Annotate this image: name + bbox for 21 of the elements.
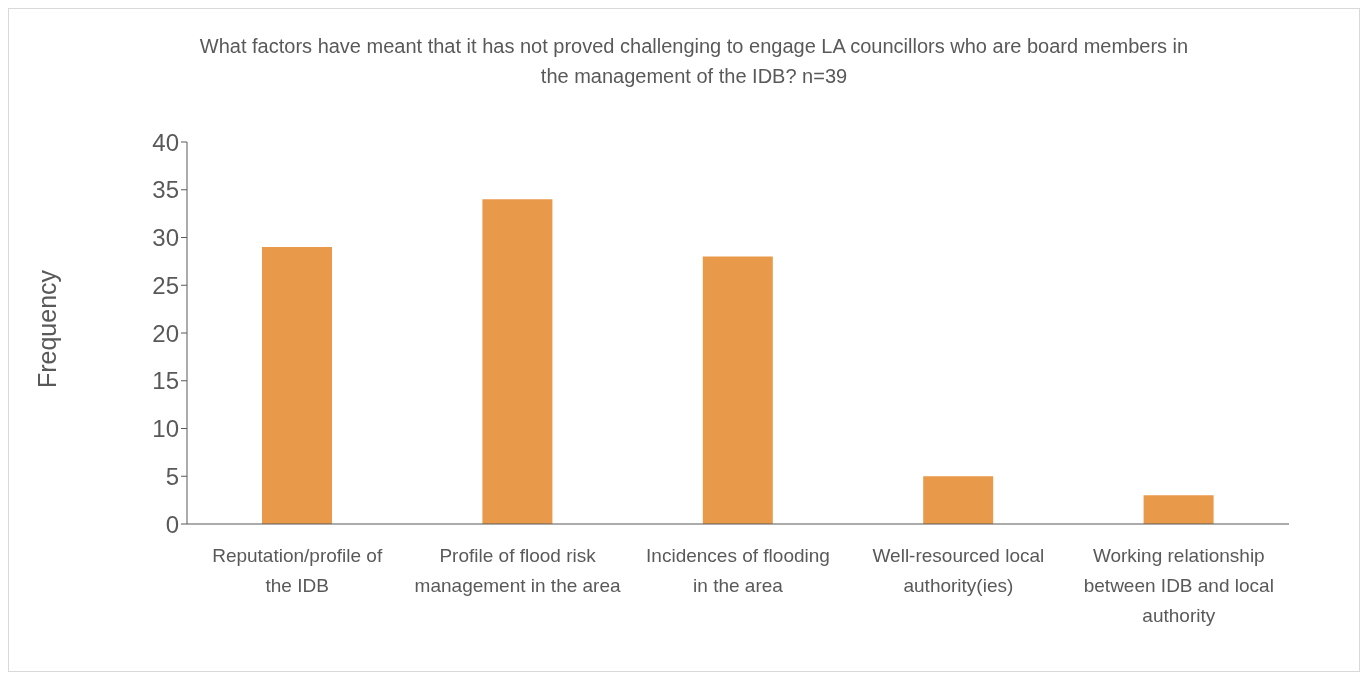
y-tick-label: 20: [152, 319, 179, 347]
y-tick-label: 0: [165, 510, 179, 538]
y-tick-label: 30: [152, 224, 179, 252]
y-tick-label: 35: [152, 176, 179, 204]
x-tick-label: Well-resourced local authority(ies): [872, 545, 1045, 596]
x-tick-label: Working relationship between IDB and local authority: [1083, 545, 1274, 626]
x-tick-label: Incidences of flooding in the area: [646, 545, 830, 596]
y-tick-label: 25: [152, 271, 179, 299]
y-tick-label: 40: [152, 128, 179, 156]
x-tick-label: Profile of flood risk management in the area: [414, 545, 622, 596]
bar: [262, 247, 332, 524]
chart-title: What factors have meant that it has not proved challenging to engage LA councillors who are board members in the management of the IDB? n=39: [198, 34, 1190, 89]
bar: [482, 199, 553, 524]
bar: [702, 256, 773, 524]
y-axis-title: Frequency: [32, 269, 62, 389]
bar: [1143, 495, 1214, 524]
y-tick-label: 10: [152, 415, 179, 443]
x-tick-label: Reputation/profile of the IDB: [212, 545, 383, 596]
y-tick-label: 15: [152, 367, 179, 395]
bar: [923, 476, 994, 524]
y-tick-label: 5: [165, 462, 179, 490]
